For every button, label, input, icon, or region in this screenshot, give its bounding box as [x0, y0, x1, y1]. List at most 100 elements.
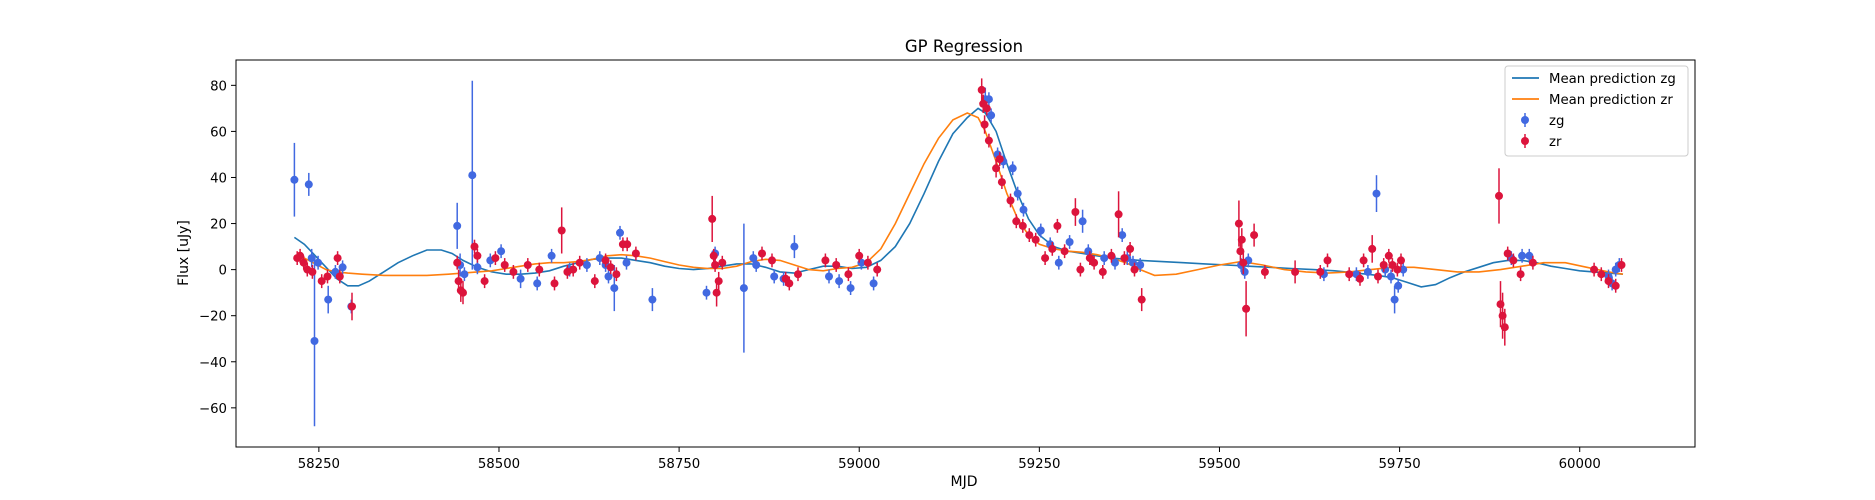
zg-point — [869, 279, 878, 288]
zr-point — [333, 254, 342, 263]
zr-point — [459, 288, 467, 297]
zg-point — [846, 284, 855, 293]
y-tick-label: −20 — [199, 310, 227, 325]
zg-point — [1054, 258, 1063, 267]
y-tick-label: 40 — [210, 171, 227, 186]
zr-point — [1345, 270, 1354, 279]
zr-point — [500, 261, 509, 269]
zr-point — [1516, 270, 1525, 279]
zr-point — [821, 256, 830, 265]
zr-point — [1393, 265, 1402, 274]
x-tick-label: 59000 — [838, 457, 880, 472]
zr-point — [768, 256, 776, 265]
zr-point — [453, 258, 462, 267]
zr-point — [1260, 267, 1269, 276]
zr-point — [590, 277, 599, 286]
zr-point — [606, 263, 615, 272]
zr-point — [323, 272, 332, 281]
zg-point — [307, 254, 316, 263]
zg-point — [314, 258, 323, 267]
zr-point — [308, 267, 317, 276]
zr-point — [1025, 231, 1034, 240]
zr-point — [1368, 244, 1377, 253]
zr-point — [711, 261, 720, 269]
zg-point — [610, 284, 619, 293]
zr-point — [1397, 256, 1405, 265]
zr-point — [1611, 281, 1620, 290]
zg-point — [752, 261, 761, 269]
zr-point — [995, 155, 1004, 164]
zr-point — [1500, 323, 1509, 332]
chart-title: GP Regression — [905, 37, 1023, 56]
zr-point — [1617, 261, 1626, 269]
zg-point — [468, 171, 477, 180]
zr-point — [1031, 235, 1040, 244]
zr-point — [1107, 251, 1116, 260]
zr-point — [1316, 267, 1325, 276]
zr-point — [1374, 272, 1382, 281]
zr-point — [855, 251, 864, 260]
zg-point — [825, 272, 833, 281]
zr-point — [1130, 265, 1139, 274]
zr-point — [1356, 274, 1364, 283]
zr-point — [535, 265, 544, 274]
zg-point — [473, 263, 482, 272]
zr-point — [1509, 256, 1518, 265]
zg-point — [770, 272, 779, 281]
legend-label: zr — [1549, 135, 1562, 150]
zg-point — [984, 95, 993, 104]
zr-point — [1528, 258, 1537, 267]
zr-point — [844, 270, 853, 279]
zg-point — [1111, 258, 1119, 267]
y-tick-label: −40 — [199, 356, 227, 371]
zg-point — [1129, 258, 1137, 267]
plot-area — [290, 78, 1626, 427]
x-tick-label: 60000 — [1559, 457, 1601, 472]
y-tick-label: 60 — [210, 125, 227, 140]
zg-point — [1394, 281, 1403, 290]
zg-point — [702, 288, 711, 297]
zr-point — [1098, 267, 1107, 276]
zr-point — [575, 258, 584, 267]
zr-point — [470, 242, 479, 251]
zr-point — [1071, 208, 1080, 216]
zr-point — [523, 261, 532, 269]
zr-point — [1048, 244, 1057, 253]
zr-point — [997, 178, 1006, 187]
zr-point — [708, 214, 717, 223]
zg-point — [338, 263, 347, 272]
zg-point — [1363, 267, 1372, 276]
zr-point — [1234, 219, 1243, 228]
zg-point — [290, 175, 299, 184]
zg-point — [453, 221, 462, 230]
zr-point — [992, 164, 1001, 173]
zr-point — [1604, 277, 1613, 286]
zr-point — [1041, 254, 1050, 263]
x-tick-label: 58250 — [298, 457, 340, 472]
legend-label: Mean prediction zg — [1549, 72, 1676, 87]
zr-point — [1018, 221, 1027, 230]
zr-point — [550, 279, 559, 288]
y-tick-label: −60 — [199, 402, 227, 417]
zr-point — [557, 226, 566, 235]
zg-point — [1013, 189, 1022, 198]
legend-marker-swatch — [1521, 116, 1529, 124]
zg-point — [497, 247, 506, 256]
zg-point — [749, 254, 758, 263]
x-tick-label: 58500 — [478, 457, 520, 472]
zg-point — [1008, 164, 1017, 173]
zr-point — [1237, 235, 1246, 244]
zg-point — [1036, 226, 1045, 235]
zr-point — [317, 277, 326, 286]
zr-point — [480, 277, 489, 286]
zg-point — [1399, 265, 1408, 274]
zr-point — [509, 267, 518, 276]
zg-point — [1240, 267, 1249, 276]
zr-point — [612, 270, 621, 279]
zr-point — [982, 104, 991, 113]
x-tick-label: 59500 — [1198, 457, 1240, 472]
zg-point — [987, 111, 996, 120]
zr-point — [299, 258, 308, 267]
zr-point — [1126, 244, 1135, 253]
zr-point — [1137, 295, 1146, 304]
